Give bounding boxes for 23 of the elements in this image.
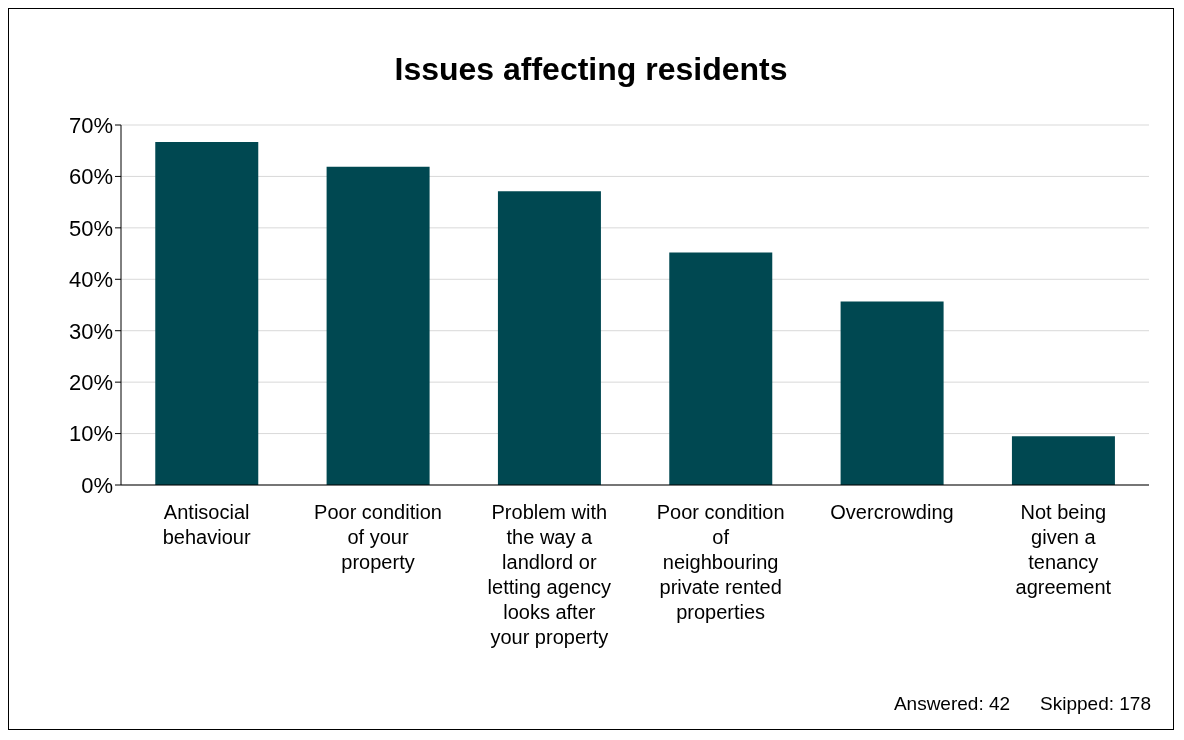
bar <box>669 252 773 485</box>
y-tick-label: 70% <box>68 112 113 138</box>
x-tick-label: Antisocial behaviour <box>162 501 251 548</box>
bar <box>155 141 259 485</box>
bar <box>326 166 430 485</box>
y-tick-label: 60% <box>68 164 113 190</box>
x-tick-label: Overcrowding <box>830 501 954 523</box>
x-tick-label: Not being given a tenancy agreement <box>1015 501 1112 598</box>
text: Skipped: 178 <box>1040 693 1151 715</box>
y-tick-label: 20% <box>68 369 113 395</box>
bar <box>1011 436 1115 485</box>
y-tick-label: 10% <box>68 421 113 447</box>
y-tick-label: 40% <box>68 267 113 293</box>
y-tick-label: 0% <box>81 472 113 498</box>
bar <box>840 301 944 485</box>
y-tick-label: 30% <box>68 318 113 344</box>
x-tick-label: Poor condition of your property <box>314 501 442 573</box>
x-tick-label: Problem with the way a landlord or letting agency looks after your property <box>487 501 612 648</box>
text: Answered: 42 <box>893 693 1011 715</box>
bar <box>497 191 601 485</box>
y-tick-label: 50% <box>68 215 113 241</box>
x-tick-label: Poor condition of neighbouring private rented properties <box>656 501 785 623</box>
chart-title: Issues affecting residents <box>393 51 789 89</box>
